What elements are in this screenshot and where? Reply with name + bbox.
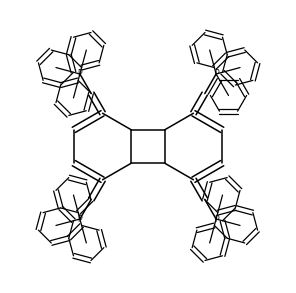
Text: P: P — [78, 69, 82, 79]
Text: P: P — [214, 69, 218, 79]
Text: P: P — [78, 214, 82, 224]
Text: P: P — [214, 214, 218, 224]
